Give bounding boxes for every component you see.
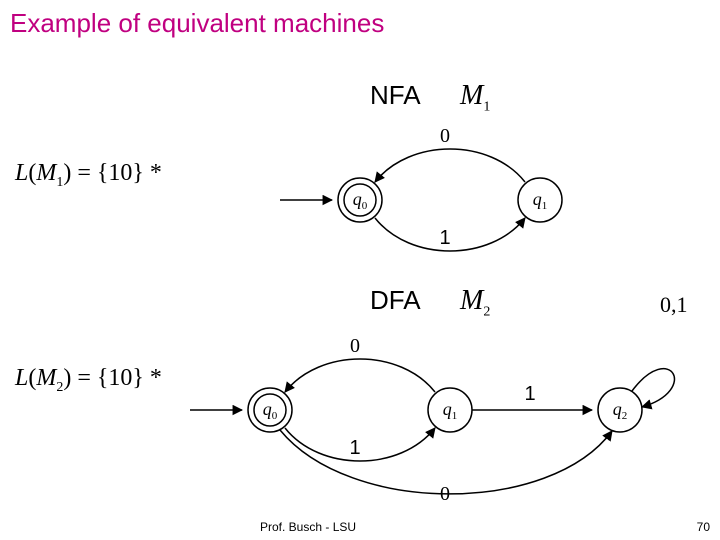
nfa-diagram: 01q0q1 — [260, 120, 610, 260]
edge-label: 1 — [524, 383, 535, 405]
edge-q1-q0 — [375, 149, 525, 182]
dfa-label: DFA — [370, 285, 421, 316]
m1-symbol: M1 — [460, 80, 490, 116]
edge-label: 1 — [439, 227, 450, 249]
edge-label: 0 — [440, 483, 450, 505]
selfloop-label: 0,1 — [660, 292, 688, 318]
language-m1: L(M1) = {10} * — [15, 160, 162, 191]
dfa-diagram: 0110q0q1q2 — [170, 320, 710, 520]
nfa-label: NFA — [370, 80, 421, 111]
edge-label: 0 — [350, 335, 360, 357]
language-m2: L(M2) = {10} * — [15, 365, 162, 396]
m2-symbol: M2 — [460, 285, 490, 321]
slide-title: Example of equivalent machines — [10, 8, 384, 39]
page-number: 70 — [697, 520, 710, 534]
edge-label: 0 — [440, 125, 450, 147]
edge-q1-q0 — [285, 359, 435, 392]
footer-author: Prof. Busch - LSU — [260, 520, 356, 534]
edge-label: 1 — [349, 437, 360, 459]
